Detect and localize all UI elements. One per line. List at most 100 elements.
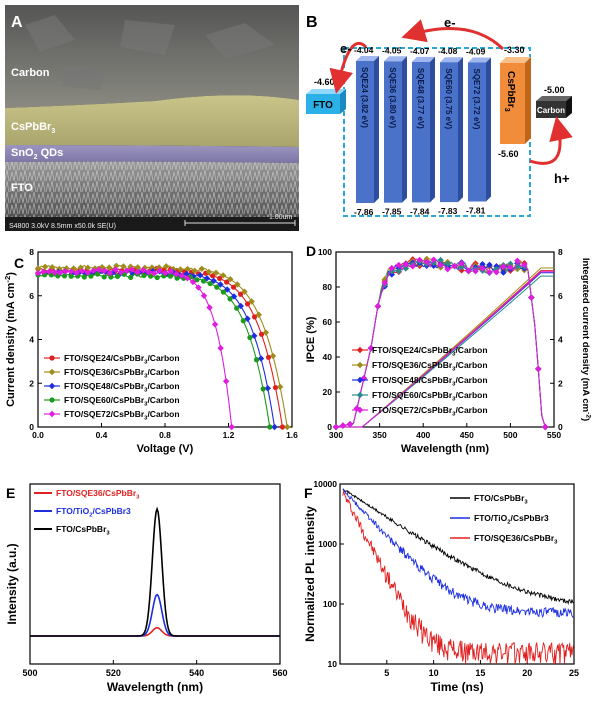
jv-point <box>234 281 241 288</box>
ipce-panel: 300 350 400 450 500 550 0 20 40 60 80 100 0 2 4 6 8 Wavel… <box>300 240 600 462</box>
jv-point <box>227 276 234 283</box>
electron-label-2: e- <box>340 41 352 56</box>
y2-tick-label: 8 <box>558 247 563 257</box>
sqe-bar <box>440 62 458 203</box>
jv-point <box>219 272 227 279</box>
y-tick-label: 2 <box>29 378 34 388</box>
jv-point <box>205 268 213 276</box>
x-tick-label: 0.0 <box>32 430 44 440</box>
trpl-line <box>342 489 574 665</box>
sqe-bar-label: SQE60 (3.75 eV) <box>444 68 453 129</box>
y2-axis-label: Integrated current density (mA cm-2) <box>580 258 591 421</box>
jv-point <box>240 318 246 324</box>
jv-point <box>34 265 42 272</box>
jv-point <box>73 269 80 277</box>
jv-series <box>35 271 273 430</box>
ipce-point <box>479 260 486 268</box>
jv-point <box>155 264 163 271</box>
panel-letter-c: C <box>14 255 24 271</box>
legend-label: FTO/CsPbBr3 <box>56 524 110 537</box>
fto-level: -4.60 <box>314 77 335 87</box>
y2-tick-label: 2 <box>558 378 563 388</box>
x-tick-label: 15 <box>475 668 485 678</box>
jv-point <box>184 265 191 273</box>
layer-label-carbon: Carbon <box>11 67 50 79</box>
pl-chart: 500 520 540 560 Wavelength (nm) Intensity (a.… <box>5 483 288 694</box>
ipce-line <box>335 259 546 428</box>
jv-point <box>134 269 141 276</box>
sqe-bar-top <box>440 57 463 63</box>
jv-point <box>112 266 119 273</box>
legend: FTO/SQE24/CsPbBr3/Carbon FTO/SQE36/CsPbBr… <box>352 345 488 418</box>
ipce-point <box>500 263 507 270</box>
jv-point <box>174 275 180 281</box>
y-tick-label: 100 <box>318 247 332 257</box>
x-tick-label: 5 <box>384 668 389 678</box>
ipce-point <box>374 303 382 310</box>
jv-point <box>210 277 217 285</box>
jv-point <box>257 355 265 362</box>
y2-tick-label: 6 <box>558 291 563 301</box>
jv-point <box>101 267 108 274</box>
jv-point <box>195 284 202 291</box>
jv-point <box>51 269 58 276</box>
ipce-point <box>493 268 500 276</box>
jv-point <box>177 266 184 273</box>
plot-frame <box>29 483 281 665</box>
jv-point <box>114 273 121 280</box>
jv-point <box>90 267 97 274</box>
jv-point <box>88 273 94 279</box>
ipce-point <box>528 294 535 301</box>
y-axis-label: Normalized PL intensity <box>303 506 317 642</box>
jv-point <box>230 293 238 300</box>
y-tick-label: 10 <box>328 659 338 669</box>
legend-label: FTO/SQE36/CsPbBr3/Carbon <box>64 367 180 380</box>
jv-point <box>162 263 170 270</box>
x-axis-label: Time (ns) <box>430 680 483 694</box>
jv-point <box>101 274 107 280</box>
jv-point <box>248 298 255 305</box>
jv-point <box>279 424 286 430</box>
y-tick-label: 40 <box>323 352 333 362</box>
integrated-line <box>336 271 554 428</box>
ipce-point <box>437 261 444 269</box>
sqe-bottom-level: -7.83 <box>438 206 458 216</box>
jv-point <box>145 269 152 276</box>
jv-point <box>79 268 86 275</box>
ipce-point <box>479 265 486 272</box>
legend-label: FTO/SQE60/CsPbBr3/Carbon <box>64 395 180 408</box>
jv-point <box>123 267 130 274</box>
ipce-point <box>472 268 479 275</box>
ipce-point <box>346 421 354 428</box>
y-tick-label: 8 <box>29 247 34 257</box>
layer-label-cspbbr3: CsPbBr3 <box>11 121 55 135</box>
sqe-bar-side <box>430 56 435 203</box>
legend-label: FTO/SQE24/CsPbBr3/Carbon <box>372 345 488 358</box>
sqe-bar-top <box>356 56 379 61</box>
jv-point <box>141 264 149 272</box>
panel-letter-e: E <box>6 485 15 501</box>
trpl-line <box>342 488 574 606</box>
sqe-bar <box>356 61 374 203</box>
jv-point <box>200 278 207 284</box>
x-tick-label: 1.6 <box>286 430 298 440</box>
jv-point <box>84 264 92 271</box>
y-tick-label: 4 <box>29 335 34 345</box>
jv-point <box>262 329 270 336</box>
x-tick-label: 0.8 <box>159 430 171 440</box>
jv-point <box>95 266 103 273</box>
jv-point <box>167 273 174 279</box>
plot-frame <box>335 251 555 428</box>
carbon-label: Carbon <box>537 106 565 115</box>
jv-chart: 0.0 0.4 0.8 1.2 1.6 0 2 4 6 8 Voltage (V) Current d… <box>3 247 298 455</box>
jv-point <box>217 344 224 352</box>
fto-block: FTO -4.60 <box>306 77 346 114</box>
x-tick-label: 350 <box>373 430 387 440</box>
ipce-line <box>335 258 546 428</box>
jv-point <box>167 267 175 275</box>
jv-point <box>269 352 277 360</box>
jv-point <box>237 291 244 297</box>
plot-frame <box>339 483 575 665</box>
x-tick-label: 400 <box>416 430 430 440</box>
